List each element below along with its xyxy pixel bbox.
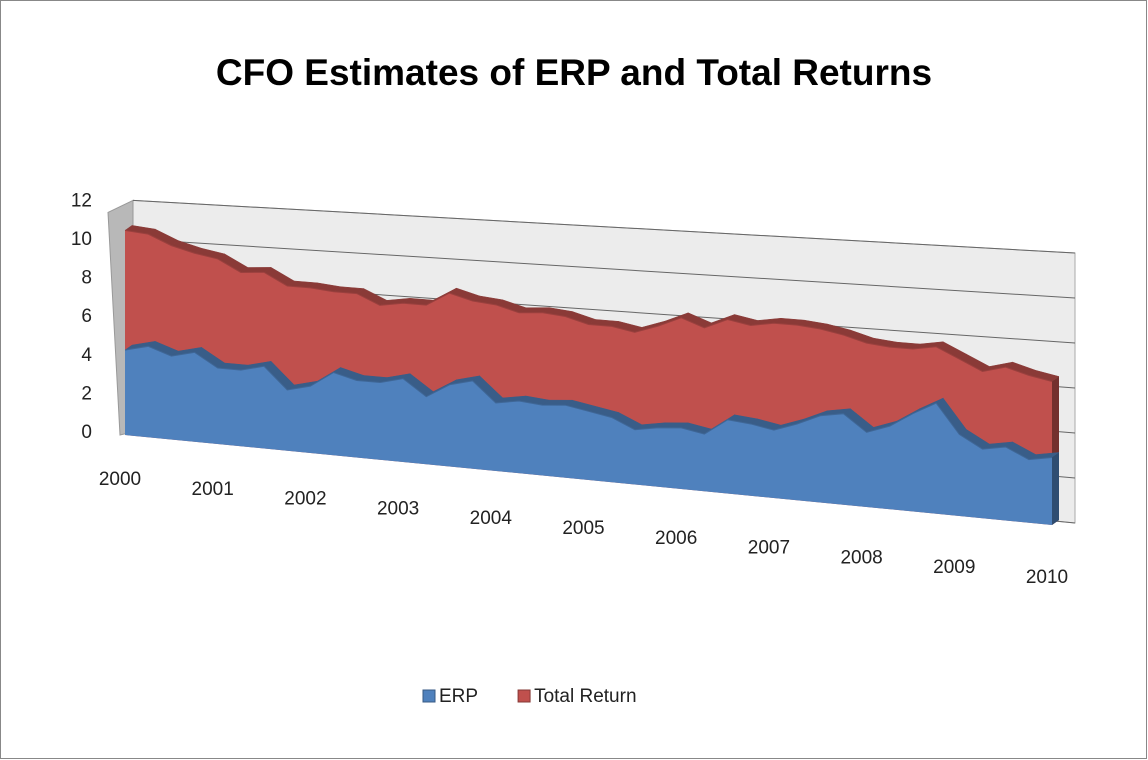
area-side (1052, 452, 1059, 525)
legend-swatch (517, 689, 531, 703)
y-tick-label: 6 (81, 306, 92, 327)
y-tick-label: 10 (71, 229, 92, 250)
x-tick-label: 2002 (284, 489, 326, 510)
x-tick-label: 2010 (1026, 567, 1068, 588)
area-line (124, 229, 1053, 383)
x-tick-label: 2000 (99, 469, 141, 490)
y-tick-label: 8 (81, 268, 92, 289)
x-tick-label: 2006 (655, 528, 697, 549)
area-face (125, 346, 1052, 525)
x-tick-label: 2004 (470, 508, 513, 529)
legend-label: ERP (439, 686, 478, 707)
area-line (124, 345, 1053, 461)
grid-line (132, 238, 1076, 299)
legend-label: Total Return (534, 686, 636, 707)
y-tick-label: 2 (81, 383, 92, 404)
x-tick-label: 2008 (840, 547, 882, 568)
x-tick-label: 2001 (192, 479, 234, 500)
y-tick-label: 4 (81, 345, 92, 366)
chart-title: CFO Estimates of ERP and Total Returns (216, 52, 932, 93)
y-tick-label: 12 (71, 190, 92, 211)
legend-swatch (422, 689, 436, 703)
x-tick-label: 2003 (377, 498, 419, 519)
grid-line (132, 199, 1076, 254)
x-tick-label: 2009 (933, 557, 975, 578)
y-tick-label: 0 (81, 422, 92, 443)
x-tick-label: 2005 (562, 518, 604, 539)
x-tick-label: 2007 (748, 538, 790, 559)
